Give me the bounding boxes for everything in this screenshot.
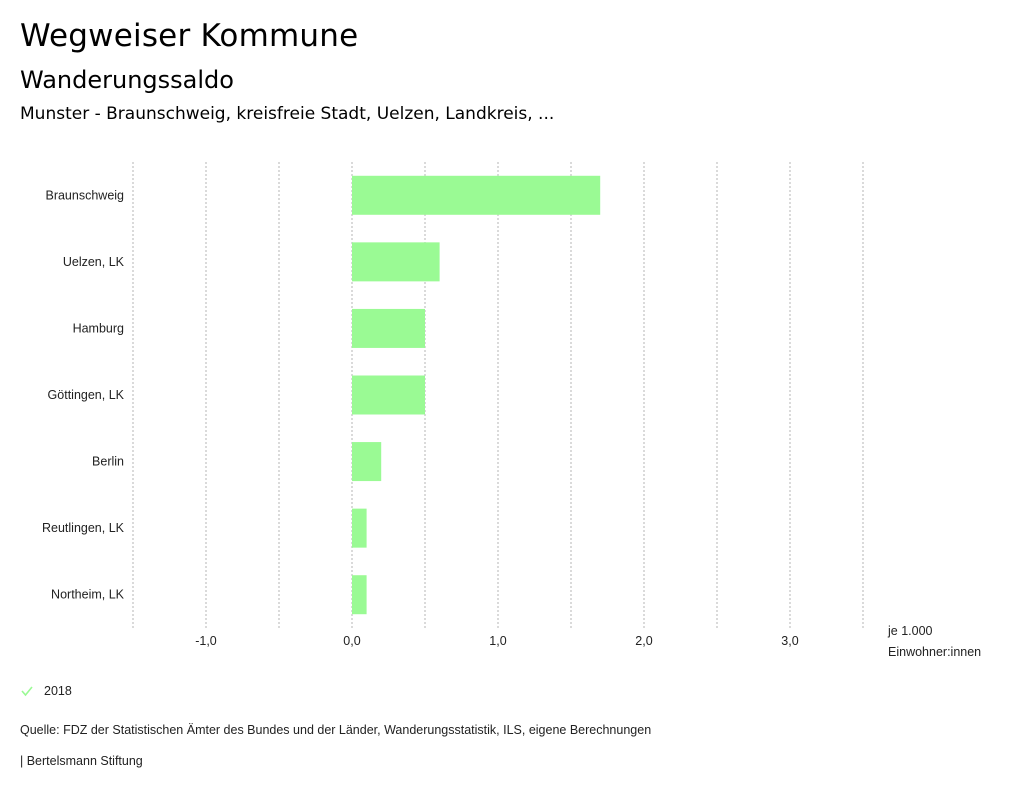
legend-item-label: 2018 bbox=[44, 684, 72, 698]
category-label: Uelzen, LK bbox=[63, 255, 125, 269]
bar[interactable] bbox=[352, 242, 440, 282]
category-label: Göttingen, LK bbox=[48, 388, 125, 402]
x-tick-label: 3,0 bbox=[781, 634, 798, 648]
x-axis-unit-line-2: Einwohner:innen bbox=[888, 645, 981, 659]
grid-lines bbox=[132, 162, 864, 628]
legend[interactable]: 2018 bbox=[20, 684, 72, 698]
bar[interactable] bbox=[352, 442, 382, 482]
category-label: Braunschweig bbox=[45, 188, 124, 202]
category-label: Reutlingen, LK bbox=[42, 521, 125, 535]
category-label: Northeim, LK bbox=[51, 588, 125, 602]
category-label: Hamburg bbox=[73, 321, 124, 335]
bar[interactable] bbox=[352, 175, 601, 215]
bar-chart: Braunschweig Uelzen, LK Hamburg Göttingen, … bbox=[42, 162, 981, 659]
chart-subtitle: Wanderungssaldo bbox=[20, 66, 234, 94]
x-axis-unit-line-1: je 1.000 bbox=[887, 624, 933, 638]
bar[interactable] bbox=[352, 508, 367, 548]
category-labels: Braunschweig Uelzen, LK Hamburg Göttingen, … bbox=[42, 188, 125, 601]
page-title: Wegweiser Kommune bbox=[20, 18, 359, 54]
x-tick-label: 1,0 bbox=[489, 634, 506, 648]
x-tick-label: 2,0 bbox=[635, 634, 652, 648]
bar[interactable] bbox=[352, 308, 425, 348]
region-selection: Munster - Braunschweig, kreisfreie Stadt… bbox=[20, 104, 555, 124]
source-note: Quelle: FDZ der Statistischen Ämter des … bbox=[20, 723, 652, 737]
check-icon[interactable] bbox=[20, 684, 34, 698]
x-tick-label: 0,0 bbox=[343, 634, 360, 648]
credit-note: | Bertelsmann Stiftung bbox=[20, 754, 143, 768]
bar[interactable] bbox=[352, 575, 367, 615]
bars bbox=[352, 175, 601, 615]
bar[interactable] bbox=[352, 375, 425, 415]
x-tick-labels: -1,0 0,0 1,0 2,0 3,0 bbox=[195, 634, 799, 648]
category-label: Berlin bbox=[92, 455, 124, 469]
x-tick-label: -1,0 bbox=[195, 634, 217, 648]
